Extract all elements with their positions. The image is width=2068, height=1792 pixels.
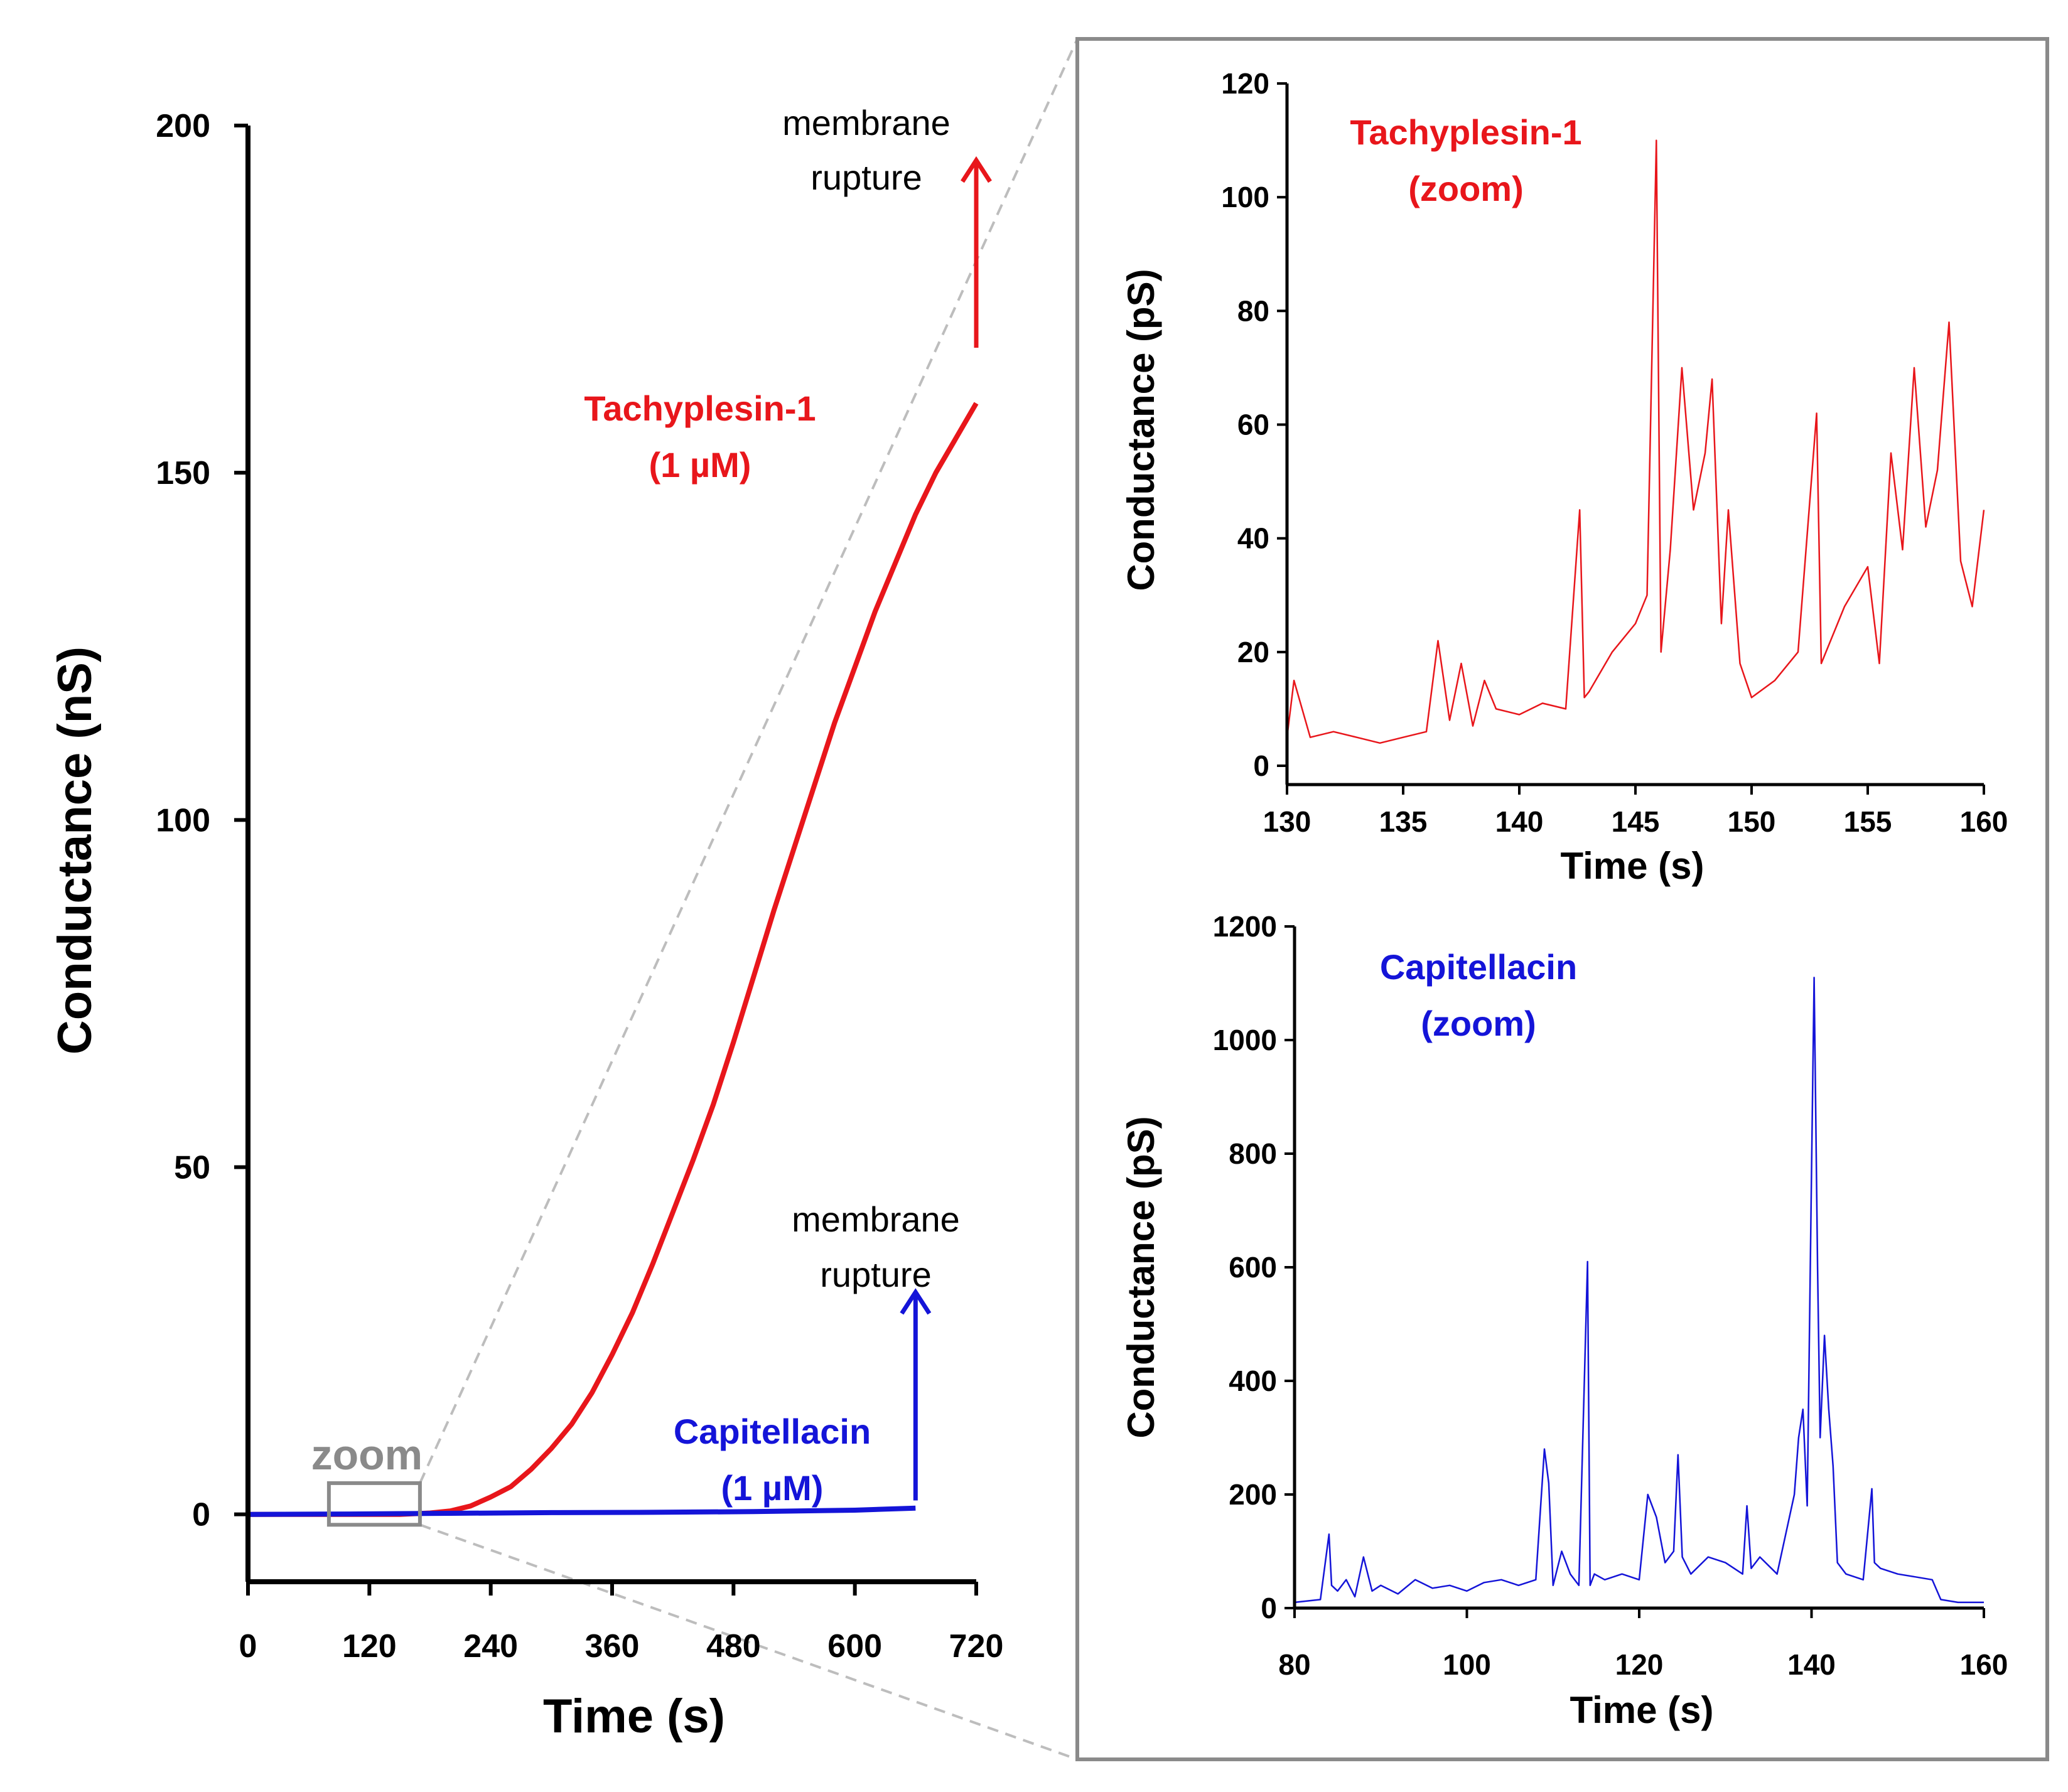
inset-x-tick-label: 160 (1960, 1648, 2008, 1681)
main-x-tick-label: 720 (949, 1628, 1004, 1665)
inset-capitellacin-label-zoom: (zoom) (1421, 1004, 1536, 1043)
arrow-head (961, 156, 992, 183)
inset-x-tick-label: 155 (1844, 805, 1892, 838)
tachyplesin-rupture-text-line2: rupture (811, 158, 922, 197)
inset-x-tick-label: 150 (1728, 805, 1776, 838)
inset-tachyplesin-chart: 130 135 140 145 150 155 160 0 20 40 60 80 100 120 Tim… (1120, 67, 2008, 887)
inset-x-tick-label: 100 (1443, 1648, 1491, 1681)
inset-x-tick-label: 120 (1615, 1648, 1664, 1681)
main-x-tick-label: 360 (585, 1628, 640, 1665)
capitellacin-rupture-arrow (900, 1288, 932, 1501)
main-chart: 0 120 240 360 480 600 720 0 50 100 150 200 zoom Tim… (48, 103, 1003, 1743)
inset-capitellacin-ticks: 80 100 120 140 160 0 200 400 600 800 1000 1200 (1213, 910, 2008, 1681)
inset-y-tick-label: 800 (1229, 1137, 1277, 1170)
inset-y-tick-label: 1000 (1213, 1024, 1277, 1056)
main-y-tick-label: 150 (156, 455, 210, 491)
tachyplesin-rupture-text-line1: membrane (782, 103, 951, 142)
main-series-tachyplesin-line (248, 402, 979, 1517)
inset-tachyplesin-x-axis-title: Time (s) (1561, 845, 1704, 887)
main-x-axis-title: Time (s) (543, 1690, 725, 1743)
capitellacin-rupture-text-line1: membrane (792, 1199, 960, 1239)
main-y-tick-label: 100 (156, 802, 210, 839)
inset-x-tick-label: 145 (1612, 805, 1660, 838)
zoom-label: zoom (311, 1431, 423, 1479)
main-series-capitellacin-line (247, 1505, 916, 1517)
tachyplesin-label: Tachyplesin-1 (584, 389, 816, 428)
inset-y-tick-label: 0 (1253, 749, 1269, 782)
inset-panel-border (1075, 37, 2049, 1761)
capitellacin-rupture-text-line2: rupture (820, 1255, 931, 1294)
inset-x-tick-label: 140 (1787, 1648, 1836, 1681)
zoom-guide-line-bottom (419, 1523, 1078, 1761)
main-x-tick-label: 480 (706, 1628, 761, 1665)
inset-capitellacin-y-axis-title: Conductance (pS) (1120, 1116, 1162, 1438)
inset-x-tick-label: 130 (1263, 805, 1311, 838)
inset-y-tick-label: 200 (1229, 1478, 1277, 1511)
inset-x-tick-label: 160 (1960, 805, 2008, 838)
capitellacin-label: Capitellacin (674, 1412, 871, 1451)
inset-capitellacin-line (1294, 977, 1984, 1604)
inset-y-tick-label: 60 (1237, 409, 1269, 441)
tachyplesin-rupture-arrow (961, 156, 992, 348)
main-ticks: 0 120 240 360 480 600 720 0 50 100 150 200 (156, 108, 1003, 1665)
main-y-tick-label: 0 (192, 1497, 210, 1533)
inset-y-tick-label: 600 (1229, 1251, 1277, 1284)
main-x-tick-label: 0 (239, 1628, 257, 1665)
inset-x-tick-label: 140 (1495, 805, 1544, 838)
inset-y-tick-label: 0 (1261, 1592, 1277, 1624)
inset-y-tick-label: 40 (1237, 522, 1269, 555)
tachyplesin-concentration: (1 µM) (649, 445, 751, 485)
inset-y-tick-label: 1200 (1213, 910, 1277, 943)
inset-tachyplesin-ticks: 130 135 140 145 150 155 160 0 20 40 60 80 100 120 (1221, 67, 2008, 838)
main-y-tick-label: 50 (174, 1150, 210, 1186)
inset-capitellacin-x-axis-title: Time (s) (1570, 1689, 1714, 1731)
inset-tachyplesin-y-axis-title: Conductance (pS) (1120, 269, 1162, 591)
inset-capitellacin-label: Capitellacin (1380, 947, 1577, 987)
main-x-tick-label: 240 (463, 1628, 518, 1665)
inset-y-tick-label: 100 (1221, 181, 1269, 213)
main-y-tick-label: 200 (156, 108, 210, 144)
inset-tachyplesin-label-zoom: (zoom) (1408, 169, 1524, 208)
capitellacin-concentration: (1 µM) (721, 1468, 824, 1508)
inset-y-tick-label: 80 (1237, 294, 1269, 327)
inset-y-tick-label: 20 (1237, 636, 1269, 668)
main-x-tick-label: 120 (342, 1628, 397, 1665)
inset-x-tick-label: 135 (1379, 805, 1428, 838)
main-y-axis-title: Conductance (nS) (48, 647, 102, 1054)
inset-x-tick-label: 80 (1278, 1648, 1310, 1681)
zoom-guide-line-top (419, 38, 1079, 1484)
main-x-tick-label: 600 (827, 1628, 882, 1665)
inset-tachyplesin-line (1286, 139, 1985, 744)
inset-y-tick-label: 400 (1229, 1365, 1277, 1397)
zoom-box (326, 1481, 422, 1527)
inset-tachyplesin-label: Tachyplesin-1 (1350, 112, 1581, 152)
arrow-head (900, 1288, 932, 1315)
inset-y-tick-label: 120 (1221, 67, 1269, 100)
inset-capitellacin-chart: 80 100 120 140 160 0 200 400 600 800 1000 1200 Time… (1120, 910, 2008, 1731)
